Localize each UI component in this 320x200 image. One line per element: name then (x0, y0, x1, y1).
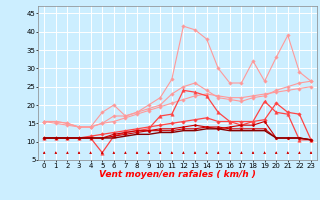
X-axis label: Vent moyen/en rafales ( km/h ): Vent moyen/en rafales ( km/h ) (99, 170, 256, 179)
